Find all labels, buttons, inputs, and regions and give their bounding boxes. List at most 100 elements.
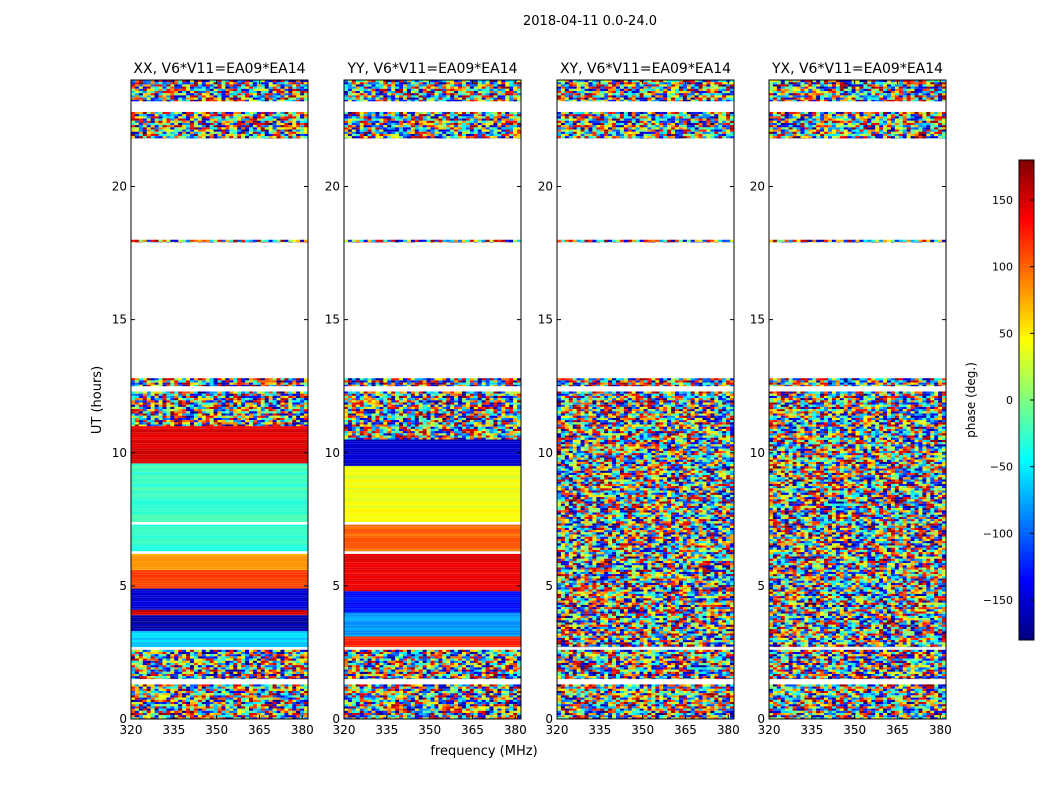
band-cell xyxy=(419,700,423,702)
band-cell xyxy=(190,711,194,713)
band-cell xyxy=(292,418,296,420)
band-cell xyxy=(147,418,151,420)
band-cell xyxy=(174,84,178,86)
band-cell xyxy=(225,380,229,382)
band-cell xyxy=(280,123,284,125)
band-cell xyxy=(446,706,450,708)
band-cell xyxy=(411,706,415,708)
band-cell xyxy=(474,676,478,678)
band-cell xyxy=(225,240,229,242)
band-cell xyxy=(170,383,174,385)
band-cell xyxy=(225,689,229,691)
band-cell xyxy=(387,709,391,711)
band-cell xyxy=(143,411,147,413)
band-cell xyxy=(131,119,135,121)
band-cell xyxy=(249,691,253,693)
band-cell xyxy=(277,403,281,405)
band-cell xyxy=(490,700,494,702)
band-cell xyxy=(257,667,261,669)
band-cell xyxy=(225,654,229,656)
band-cell xyxy=(292,136,296,138)
band-cell xyxy=(159,422,163,424)
band-row xyxy=(131,644,308,646)
band-cell xyxy=(427,704,431,706)
band-cell xyxy=(221,700,225,702)
band-cell xyxy=(225,125,229,127)
band-cell xyxy=(182,396,186,398)
band-cell xyxy=(131,706,135,708)
band-cell xyxy=(186,689,190,691)
band-cell xyxy=(186,665,190,667)
band-cell xyxy=(186,698,190,700)
band-cell xyxy=(300,98,304,100)
band-cell xyxy=(482,689,486,691)
band-cell xyxy=(296,711,300,713)
x-tick-label: 350 xyxy=(205,723,228,737)
band-cell xyxy=(155,654,159,656)
band-cell xyxy=(225,396,229,398)
band-cell xyxy=(344,672,348,674)
band-row xyxy=(344,444,521,446)
band-cell xyxy=(411,656,415,658)
band-cell xyxy=(411,674,415,676)
band-cell xyxy=(210,411,214,413)
band-cell xyxy=(221,409,225,411)
band-cell xyxy=(505,676,509,678)
band-cell xyxy=(143,420,147,422)
band-cell xyxy=(162,87,166,89)
band-cell xyxy=(237,136,241,138)
band-cell xyxy=(474,702,478,704)
band-cell xyxy=(280,134,284,136)
band-cell xyxy=(182,656,186,658)
band-cell xyxy=(300,394,304,396)
band-cell xyxy=(257,378,261,380)
band-cell xyxy=(474,684,478,686)
band-cell xyxy=(253,693,257,695)
band-cell xyxy=(202,715,206,717)
band-cell xyxy=(300,125,304,127)
band-cell xyxy=(395,670,399,672)
band-cell xyxy=(159,403,163,405)
band-cell xyxy=(490,678,494,679)
band-cell xyxy=(194,114,198,116)
band-cell xyxy=(214,409,218,411)
band-cell xyxy=(131,695,135,697)
band-cell xyxy=(352,687,356,689)
band-cell xyxy=(194,711,198,713)
band-cell xyxy=(218,416,222,418)
band-cell xyxy=(245,689,249,691)
band-cell xyxy=(182,91,186,93)
band-cell xyxy=(186,670,190,672)
band-cell xyxy=(265,676,269,678)
band-cell xyxy=(253,405,257,407)
band-row xyxy=(131,620,308,622)
band-cell xyxy=(151,684,155,686)
band-cell xyxy=(198,418,202,420)
band-cell xyxy=(182,702,186,704)
band-cell xyxy=(415,665,419,667)
band-cell xyxy=(233,82,237,84)
band-cell xyxy=(206,136,210,138)
band-cell xyxy=(273,656,277,658)
band-cell xyxy=(482,667,486,669)
band-cell xyxy=(379,392,383,394)
band-cell xyxy=(178,659,182,661)
band-cell xyxy=(257,398,261,400)
band-cell xyxy=(292,383,296,385)
band-cell xyxy=(143,87,147,89)
band-cell xyxy=(288,650,292,652)
band-cell xyxy=(383,689,387,691)
band-cell xyxy=(210,659,214,661)
band-cell xyxy=(206,702,210,704)
band-cell xyxy=(139,654,143,656)
band-cell xyxy=(194,378,198,380)
band-cell xyxy=(186,687,190,689)
band-cell xyxy=(194,89,198,91)
band-cell xyxy=(383,672,387,674)
band-cell xyxy=(296,93,300,95)
band-cell xyxy=(249,380,253,382)
band-row xyxy=(131,448,308,450)
band-cell xyxy=(300,416,304,418)
band-cell xyxy=(470,700,474,702)
band-cell xyxy=(462,687,466,689)
